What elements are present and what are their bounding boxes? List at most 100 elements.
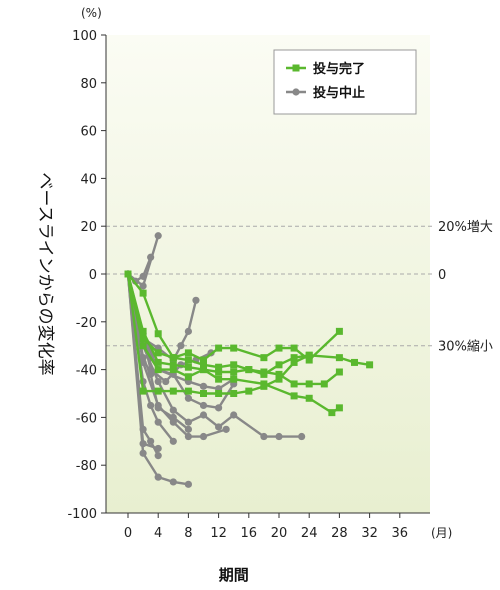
data-point-square: [230, 375, 238, 383]
data-point-square: [154, 349, 162, 357]
data-point-circle: [169, 413, 177, 421]
legend-label: 投与完了: [313, 61, 365, 77]
x-tick-label: 36: [392, 526, 409, 541]
data-point-square: [275, 344, 283, 352]
data-point-circle: [298, 432, 306, 441]
data-point-circle: [154, 473, 162, 481]
data-point-square: [139, 335, 147, 343]
x-tick-label: 4: [154, 526, 162, 541]
data-point-square: [335, 368, 343, 376]
data-point-square: [184, 387, 192, 395]
data-point-circle: [184, 418, 192, 426]
data-point-square: [245, 387, 253, 395]
data-point-square: [215, 390, 223, 397]
x-tick-label: 16: [241, 526, 258, 541]
data-point-square: [169, 354, 177, 362]
data-point-circle: [192, 296, 200, 304]
data-point-circle: [199, 432, 208, 441]
y-tick-label: -80: [76, 459, 97, 474]
data-point-circle: [154, 404, 162, 412]
data-point-circle: [139, 449, 147, 457]
data-point-square: [184, 373, 192, 381]
y-tick-label: 40: [80, 172, 97, 187]
y-tick-label: -100: [67, 507, 97, 522]
y-tick-label: -60: [76, 411, 97, 426]
y-tick-label: 0: [89, 268, 97, 283]
y-tick-label: 80: [80, 77, 97, 92]
y-tick-label: -20: [76, 316, 97, 331]
data-point-square: [290, 344, 298, 352]
data-point-square: [184, 356, 192, 364]
x-tick-label: 24: [301, 526, 318, 541]
data-point-circle: [154, 444, 162, 453]
data-point-circle: [177, 342, 185, 350]
data-point-square: [169, 387, 177, 395]
data-point-square: [139, 387, 147, 395]
data-point-circle: [184, 327, 192, 335]
x-tick-label: 12: [210, 526, 227, 541]
data-point-circle: [139, 272, 147, 280]
data-point-square: [200, 366, 207, 374]
data-point-square: [305, 351, 313, 359]
data-point-square: [184, 349, 192, 357]
data-point-square: [215, 344, 223, 352]
data-point-circle: [139, 282, 147, 290]
data-point-square: [260, 382, 268, 390]
data-point-square: [169, 361, 177, 369]
data-point-square: [275, 375, 283, 383]
data-point-square: [275, 370, 283, 378]
y-tick-label: 60: [80, 125, 97, 140]
data-point-square: [169, 366, 177, 374]
data-point-square: [154, 358, 162, 366]
data-point-square: [139, 289, 147, 297]
data-point-square: [200, 390, 207, 397]
data-point-circle: [154, 452, 162, 460]
data-point-square: [351, 358, 358, 366]
data-point-square: [305, 380, 313, 388]
data-point-circle: [184, 425, 192, 433]
series-line: [126, 273, 370, 376]
data-point-square: [366, 361, 374, 369]
data-point-circle: [154, 377, 162, 386]
x-tick-label: 32: [361, 526, 378, 541]
data-point-square: [215, 368, 223, 376]
data-point-circle: [147, 437, 155, 445]
legend-marker-circle: [292, 88, 300, 96]
reference-line-label: 20%増大: [438, 220, 493, 235]
y-unit-label: (%): [81, 6, 102, 20]
data-point-square: [184, 363, 192, 371]
x-tick-label: 20: [271, 526, 288, 541]
data-point-circle: [162, 377, 170, 386]
data-point-square: [260, 368, 268, 376]
data-point-circle: [184, 394, 192, 402]
data-point-square: [124, 270, 132, 278]
data-point-square: [215, 375, 223, 383]
data-point-circle: [199, 401, 208, 410]
data-point-square: [245, 366, 253, 374]
data-point-square: [305, 356, 313, 364]
data-point-circle: [275, 432, 283, 441]
data-point-circle: [154, 232, 162, 240]
data-point-circle: [215, 423, 223, 431]
reference-line-label: 0: [438, 268, 446, 283]
data-point-square: [200, 356, 207, 364]
legend-marker-square: [292, 64, 300, 72]
data-point-circle: [169, 406, 177, 414]
series-group: [124, 270, 313, 397]
data-point-circle: [139, 354, 147, 362]
data-point-square: [290, 358, 298, 366]
x-axis-label: 期間: [219, 566, 249, 584]
data-point-square: [230, 390, 238, 397]
data-point-square: [139, 327, 147, 335]
data-point-circle: [154, 418, 162, 426]
data-point-square: [154, 387, 162, 395]
data-point-square: [139, 342, 147, 350]
data-point-circle: [147, 366, 155, 374]
data-point-circle: [230, 411, 238, 419]
data-point-square: [328, 409, 336, 417]
data-point-square: [215, 363, 223, 371]
data-point-square: [335, 404, 343, 412]
data-point-square: [230, 368, 238, 376]
